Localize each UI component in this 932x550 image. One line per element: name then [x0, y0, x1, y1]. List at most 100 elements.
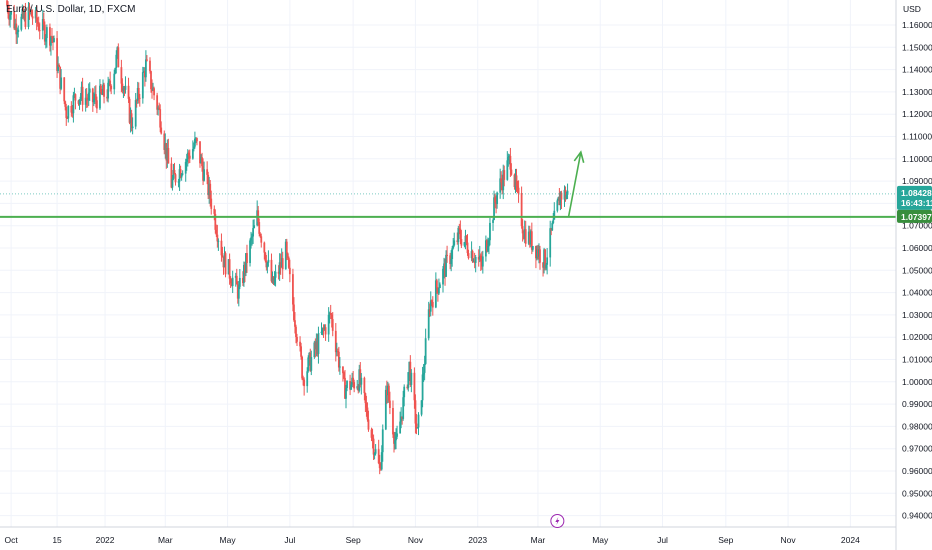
candle-body: [171, 178, 174, 188]
candle-body: [366, 407, 369, 420]
candle-body: [536, 249, 538, 259]
candle-body: [443, 263, 445, 269]
candle-body: [23, 12, 26, 19]
candle-body: [406, 386, 409, 389]
candle-body: [73, 94, 76, 96]
candle-body: [209, 183, 212, 199]
candle-body: [530, 231, 533, 250]
projection-arrow-head[interactable]: [573, 150, 585, 163]
candle-body: [206, 169, 209, 175]
price-axis[interactable]: 1.16000 1.15000 1.14000 1.13000 1.12000 1.110…: [895, 0, 932, 550]
candle-body: [373, 453, 376, 455]
candle-body: [103, 84, 105, 97]
candle-body: [517, 187, 520, 194]
y-tick-label: 1.05000: [902, 265, 932, 275]
candle-body: [457, 227, 460, 242]
candle-body: [187, 152, 190, 156]
candle-body: [71, 112, 74, 114]
y-tick-label: 0.97000: [902, 444, 932, 454]
lightning-icon[interactable]: [550, 514, 565, 528]
candle-body: [293, 304, 295, 321]
y-tick-label: 0.99000: [902, 399, 932, 409]
candle-body: [495, 202, 497, 205]
candle-body: [501, 182, 504, 191]
candle-body: [107, 82, 110, 99]
candle-body: [351, 377, 354, 385]
candle-body: [274, 271, 277, 278]
y-tick-label: 1.11000: [902, 132, 932, 142]
candle-body: [464, 235, 467, 243]
candle-body: [227, 259, 230, 275]
candle-body: [331, 319, 334, 331]
candle-body: [273, 277, 276, 284]
candle-body: [360, 377, 363, 385]
candle-body: [156, 95, 159, 110]
candle-body: [81, 86, 84, 105]
projection-arrow[interactable]: [567, 150, 585, 217]
candle-body: [285, 241, 288, 254]
candle-body: [539, 249, 541, 263]
candle-body: [500, 178, 503, 183]
candle-body: [529, 231, 532, 245]
y-tick-label: 1.06000: [902, 243, 932, 253]
currency-label: USD: [903, 4, 921, 14]
candle-body: [230, 283, 233, 287]
candle-body: [13, 11, 16, 29]
candle-body: [59, 66, 62, 89]
candle-body: [337, 351, 340, 368]
projection-arrow-shaft[interactable]: [567, 151, 582, 217]
candle-body: [324, 327, 327, 335]
candle-body: [537, 249, 539, 257]
candle-body: [263, 242, 266, 253]
candle-body: [345, 387, 347, 399]
candle-body: [399, 421, 402, 434]
candle-body: [308, 352, 311, 358]
candle-body: [165, 143, 168, 161]
candle-body: [459, 228, 462, 240]
x-tick-label: Jul: [657, 535, 668, 545]
candles: [6, 0, 569, 475]
candle-body: [460, 239, 463, 246]
candle-body: [421, 374, 424, 401]
candle-body: [251, 236, 253, 238]
candle-body: [101, 92, 103, 95]
candle-body: [456, 240, 459, 242]
candle-body: [27, 6, 30, 27]
candle-body: [484, 240, 487, 257]
candle-body: [523, 229, 526, 239]
candle-body: [467, 253, 470, 259]
candle-body: [223, 253, 226, 268]
candle-body: [159, 109, 162, 128]
candle-body: [477, 257, 480, 260]
candle-body: [252, 228, 254, 237]
candle-body: [91, 88, 94, 103]
candle-body: [435, 280, 438, 288]
candle-body: [241, 277, 244, 283]
candle-body: [67, 105, 70, 119]
candle-body: [93, 94, 96, 100]
candle-body: [410, 372, 413, 385]
candle-body: [394, 440, 396, 444]
candle-body: [222, 256, 225, 268]
candle-body: [439, 284, 441, 289]
candle-body: [329, 312, 332, 315]
candle-body: [395, 436, 397, 441]
candle-body: [196, 138, 198, 142]
candle-body: [229, 278, 232, 284]
candle-body: [271, 276, 274, 282]
candle-body: [149, 60, 151, 72]
time-axis[interactable]: Oct 15 2022 Mar May Jul Sep Nov 2023 Mar May Jul Sep…: [0, 514, 896, 546]
candle-body: [249, 240, 251, 264]
horizontal-level-line[interactable]: [0, 193, 896, 218]
candle-body: [560, 192, 563, 200]
candle-body: [349, 380, 351, 390]
candle-body: [50, 36, 52, 46]
candle-body: [558, 197, 561, 206]
candle-body: [407, 372, 410, 389]
candle-body: [114, 67, 117, 74]
candle-body: [65, 106, 68, 118]
candle-body: [302, 378, 305, 380]
candle-body: [420, 400, 423, 415]
candle-body: [70, 105, 73, 113]
